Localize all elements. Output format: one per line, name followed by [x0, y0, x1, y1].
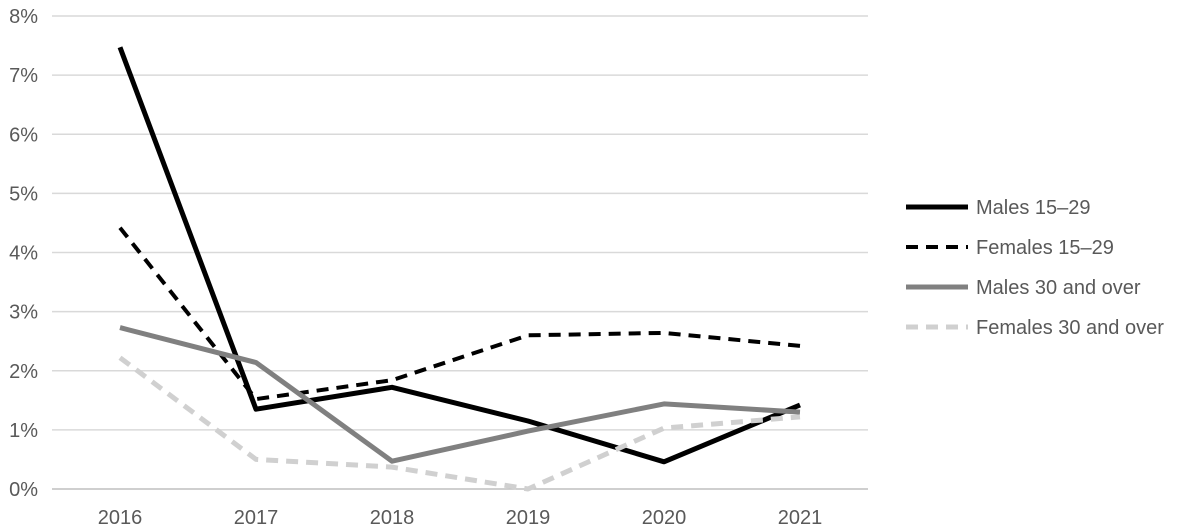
- x-tick-label: 2021: [778, 507, 823, 529]
- series-line-4: [118, 355, 801, 492]
- legend-label: Females 15–29: [976, 237, 1114, 259]
- series-line-2: [118, 226, 801, 402]
- y-axis-tick-labels: 0% 1% 2% 3% 4% 5% 6% 7% 8%: [9, 6, 38, 501]
- legend-label: Males 15–29: [976, 197, 1091, 219]
- series-line-3: [119, 325, 801, 464]
- y-tick-label: 6%: [9, 124, 38, 146]
- x-tick-label: 2019: [506, 507, 551, 529]
- x-tick-label: 2016: [98, 507, 143, 529]
- legend-label: Females 30 and over: [976, 317, 1164, 339]
- y-tick-label: 2%: [9, 361, 38, 383]
- x-axis-tick-labels: 2016 2017 2018 2019 2020 2021: [98, 507, 823, 529]
- x-tick-label: 2017: [234, 507, 279, 529]
- y-tick-label: 0%: [9, 479, 38, 501]
- y-tick-label: 4%: [9, 243, 38, 265]
- legend-label: Males 30 and over: [976, 277, 1141, 299]
- gridlines: [52, 15, 868, 490]
- x-tick-label: 2018: [370, 507, 415, 529]
- x-tick-label: 2020: [642, 507, 687, 529]
- y-tick-label: 1%: [9, 420, 38, 442]
- y-tick-label: 5%: [9, 183, 38, 205]
- series-lines: [117, 46, 801, 492]
- y-tick-label: 7%: [9, 65, 38, 87]
- legend: Males 15–29 Females 15–29 Males 30 and ove…: [906, 197, 1164, 339]
- y-tick-label: 8%: [9, 6, 38, 28]
- y-tick-label: 3%: [9, 302, 38, 324]
- series-line-1: [117, 46, 801, 465]
